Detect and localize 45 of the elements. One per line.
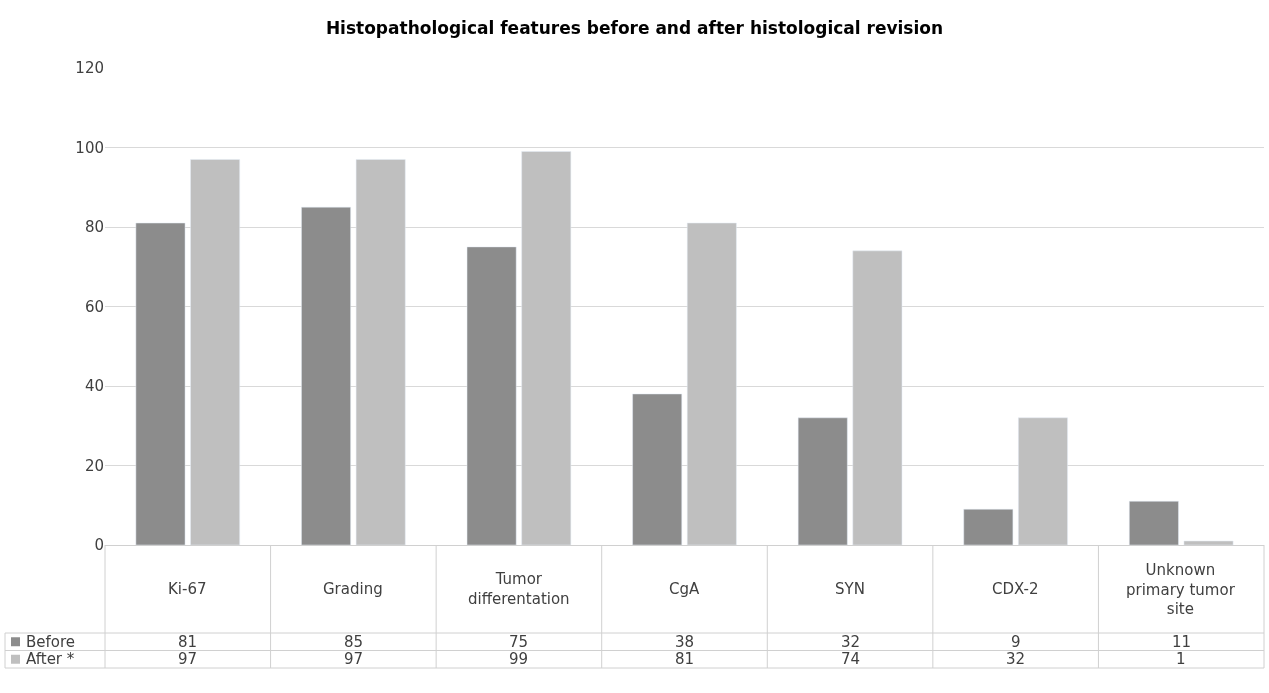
y-tick-label: 60 bbox=[84, 297, 104, 316]
bar bbox=[135, 222, 186, 545]
data-label: 99 bbox=[509, 650, 529, 668]
x-tick-label: Ki-67 bbox=[168, 580, 207, 598]
bar bbox=[686, 222, 737, 545]
chart-title: Histopathological features before and after histological revision bbox=[325, 17, 944, 38]
bar bbox=[301, 206, 351, 545]
data-label: 11 bbox=[1172, 633, 1192, 651]
y-tick-label: 80 bbox=[84, 218, 104, 237]
data-label: 97 bbox=[344, 650, 364, 668]
data-label: 74 bbox=[841, 650, 861, 668]
data-label: 9 bbox=[1011, 633, 1021, 651]
legend-label: After * bbox=[26, 650, 75, 668]
x-tick-label: Unknown primary tumor site bbox=[1126, 561, 1236, 618]
bar bbox=[797, 417, 848, 545]
y-tick-label: 40 bbox=[84, 377, 104, 396]
bar bbox=[355, 159, 406, 545]
bar bbox=[1183, 540, 1234, 545]
y-tick-label: 0 bbox=[94, 536, 104, 555]
bar bbox=[466, 246, 517, 545]
legend-label: Before bbox=[26, 633, 76, 651]
bar bbox=[521, 151, 572, 545]
data-label: 32 bbox=[841, 633, 861, 651]
x-tick-label: CDX-2 bbox=[992, 580, 1039, 598]
data-label: 75 bbox=[509, 633, 529, 651]
bar bbox=[963, 508, 1014, 545]
data-label: 85 bbox=[344, 633, 364, 651]
x-tick-label: CgA bbox=[669, 580, 700, 598]
data-label: 1 bbox=[1176, 650, 1186, 668]
x-tick-label: SYN bbox=[835, 580, 865, 598]
y-tick-label: 100 bbox=[75, 138, 104, 157]
data-label: 81 bbox=[675, 650, 695, 668]
bar bbox=[632, 393, 683, 545]
data-label: 97 bbox=[178, 650, 198, 668]
y-tick-label: 120 bbox=[75, 59, 104, 78]
data-label: 32 bbox=[1006, 650, 1026, 668]
bar bbox=[1129, 501, 1179, 545]
x-tick-label: Grading bbox=[323, 580, 383, 598]
x-tick-label: Tumor differentation bbox=[468, 570, 570, 608]
bar bbox=[852, 250, 903, 545]
data-label: 38 bbox=[675, 633, 695, 651]
y-tick-label: 20 bbox=[84, 456, 104, 475]
bar bbox=[190, 159, 240, 545]
bar bbox=[1018, 417, 1068, 545]
data-label: 81 bbox=[178, 633, 198, 651]
